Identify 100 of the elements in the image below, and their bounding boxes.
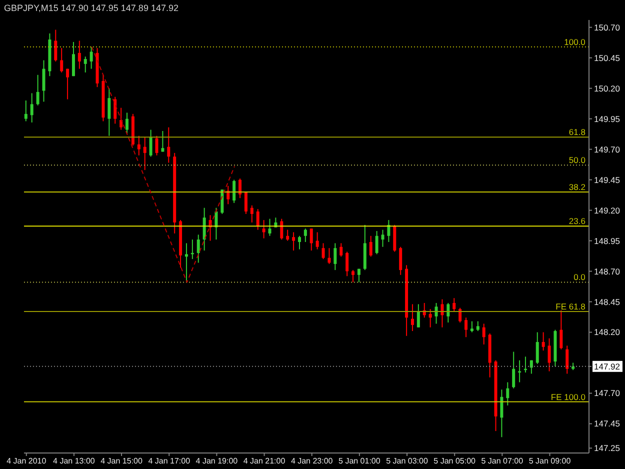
candlestick: [399, 246, 402, 276]
candlestick: [530, 360, 533, 374]
candlestick: [357, 268, 360, 283]
candlestick: [446, 302, 450, 323]
candlestick: [137, 135, 140, 156]
candlestick: [560, 310, 563, 350]
candlestick: [292, 232, 296, 252]
y-tick-label: 148.20: [594, 327, 620, 338]
candlestick: [470, 320, 474, 333]
candlestick: [500, 389, 504, 438]
candlestick: [24, 100, 28, 122]
candlestick: [304, 228, 307, 242]
annotation: 38.2: [568, 182, 586, 192]
y-tick-label: 150.45: [594, 52, 620, 63]
candlestick: [214, 207, 218, 240]
x-tick-label: 4 Jan 19:00: [196, 456, 238, 466]
candlestick: [387, 220, 390, 242]
candlestick: [322, 242, 325, 260]
x-tick-label: 5 Jan 07:00: [481, 456, 524, 466]
candlestick: [262, 220, 266, 239]
y-tick-label: 147.92: [594, 361, 620, 372]
candlestick: [244, 191, 248, 214]
candlestick: [328, 248, 331, 264]
candlestick: [542, 332, 545, 352]
candlestick: [286, 229, 290, 242]
annotation: FE 100.0: [550, 392, 586, 402]
candlestick: [476, 320, 480, 332]
candlestick: [161, 130, 164, 152]
candlestick: [410, 304, 414, 332]
candlestick: [506, 382, 510, 406]
candlestick: [428, 308, 432, 328]
annotation: 100.0: [564, 36, 586, 47]
candlestick: [340, 242, 343, 258]
candlestick: [346, 251, 349, 277]
candlestick: [30, 92, 34, 123]
chart-title: GBPJPY,M15 147.90 147.95 147.89 147.92: [4, 3, 178, 14]
candlestick: [155, 135, 158, 156]
x-tick-label: 4 Jan 13:00: [53, 456, 96, 466]
y-tick-label: 148.45: [594, 296, 620, 307]
y-tick-label: 149.45: [594, 174, 620, 185]
candlestick: [434, 302, 438, 324]
y-tick-label: 148.70: [594, 266, 620, 276]
y-tick-label: 149.20: [594, 205, 620, 216]
candlestick: [316, 232, 319, 250]
candlestick: [60, 48, 64, 73]
candlestick: [167, 126, 170, 164]
candlestick: [42, 60, 46, 102]
candlestick: [416, 304, 420, 328]
x-tick-label: 5 Jan 05:00: [434, 456, 476, 466]
candlestick: [184, 242, 188, 283]
candlestick: [84, 56, 87, 73]
candlestick: [114, 96, 117, 124]
candlestick: [78, 40, 81, 70]
y-tick-label: 147.70: [594, 388, 620, 398]
candlestick: [381, 229, 384, 248]
x-tick-label: 4 Jan 2010: [6, 456, 47, 466]
candlestick: [369, 235, 372, 258]
candlestick: [548, 338, 551, 372]
annotation: 61.8: [568, 127, 586, 138]
x-tick-label: 4 Jan 17:00: [148, 456, 191, 466]
candlestick: [143, 136, 146, 171]
candlestick: [250, 204, 254, 223]
annotation: 23.6: [568, 216, 586, 226]
candlestick: [256, 208, 260, 230]
candlestick: [120, 107, 123, 130]
x-tick-label: 4 Jan 15:00: [100, 456, 143, 466]
x-tick-label: 5 Jan 09:00: [528, 456, 572, 466]
candlestick: [202, 207, 206, 252]
x-tick-label: 4 Jan 21:00: [243, 456, 286, 466]
y-tick-label: 150.20: [594, 83, 620, 94]
candlestick: [566, 345, 569, 374]
candlestick: [310, 228, 313, 252]
candlestick: [536, 332, 539, 364]
candlestick: [149, 129, 152, 158]
candlestick: [458, 307, 462, 323]
candlestick: [232, 179, 236, 204]
candlestick: [375, 230, 378, 255]
y-tick-label: 149.95: [594, 114, 620, 124]
x-tick-label: 4 Jan 23:00: [290, 456, 334, 466]
candlestick: [196, 234, 200, 264]
candlestick: [452, 298, 456, 312]
x-tick-label: 5 Jan 03:00: [386, 456, 428, 466]
y-tick-label: 150.70: [594, 22, 620, 32]
candlestick: [66, 68, 70, 100]
candlestick: [512, 351, 516, 389]
candlestick: [90, 46, 93, 70]
candlestick: [36, 74, 40, 106]
candlestick: [298, 235, 301, 250]
candlestick: [268, 218, 272, 236]
candlestick: [72, 41, 75, 77]
candlestick: [482, 323, 486, 345]
candlestick: [334, 242, 337, 271]
candlestick: [280, 218, 284, 240]
y-tick-label: 147.25: [594, 443, 620, 454]
x-tick-label: 5 Jan 01:00: [338, 456, 381, 466]
candlestick: [108, 88, 111, 136]
candlestick: [440, 298, 444, 328]
annotation: FE 61.8: [556, 302, 586, 312]
candlestick: [126, 112, 129, 134]
y-tick-label: 149.70: [594, 144, 620, 154]
